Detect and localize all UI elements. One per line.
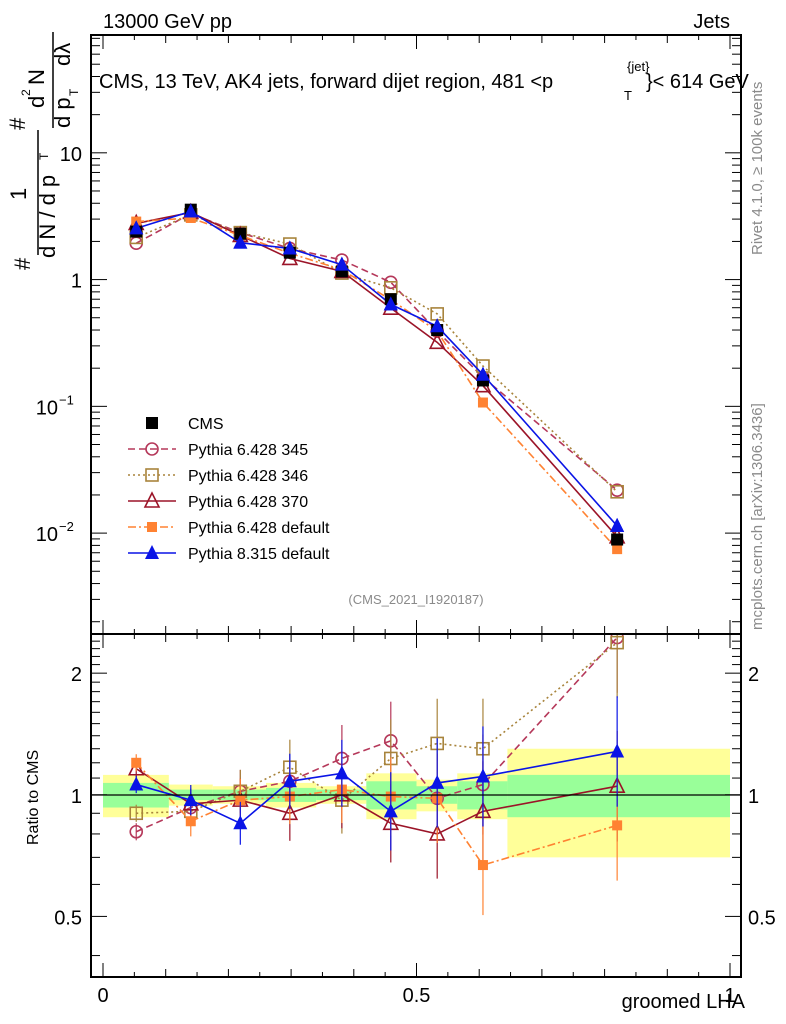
point-ratio-0-0 bbox=[129, 824, 144, 839]
y-tick-label-ratio: 2 bbox=[71, 664, 82, 686]
y-tick-label-ratio-right: 0.5 bbox=[748, 907, 776, 929]
svg-text:d p: d p bbox=[50, 97, 75, 128]
y-axis-label-main: # 1 d N / d p T # d 2 N d p T dλ bbox=[5, 32, 81, 270]
legend-label-0: CMS bbox=[188, 416, 224, 433]
svg-text:#: # bbox=[10, 257, 35, 270]
title-main: CMS, 13 TeV, AK4 jets, forward dijet reg… bbox=[99, 71, 553, 93]
point-ratio-4-0 bbox=[129, 776, 144, 791]
point-ratio-4-5 bbox=[383, 803, 398, 818]
plot-title: CMS, 13 TeV, AK4 jets, forward dijet reg… bbox=[99, 59, 750, 103]
point-ratio-4-4 bbox=[334, 765, 349, 780]
svg-text:2: 2 bbox=[19, 89, 33, 96]
svg-text:1: 1 bbox=[6, 188, 31, 200]
svg-text:#: # bbox=[5, 117, 30, 130]
y-tick-exp-main: −2 bbox=[59, 519, 74, 534]
legend-label-4: Pythia 6.428 default bbox=[188, 520, 330, 537]
point-ratio-3-1 bbox=[185, 816, 196, 827]
y-tick-exp-main: −1 bbox=[59, 392, 74, 407]
point-ratio-4-6 bbox=[430, 774, 445, 789]
point-ratio-4-3 bbox=[282, 773, 297, 788]
point-main-3-7 bbox=[477, 397, 488, 408]
point-ratio-3-7 bbox=[477, 860, 488, 871]
y-axis-label-ratio: Ratio to CMS bbox=[25, 750, 42, 845]
y-tick-label-main: 10 bbox=[36, 524, 58, 546]
point-main-top-7 bbox=[475, 366, 490, 381]
y-tick-label-main: 10 bbox=[60, 144, 82, 166]
legend-label-1: Pythia 6.428 345 bbox=[188, 442, 308, 459]
point-ratio-4-1 bbox=[183, 792, 198, 807]
svg-text:T: T bbox=[67, 88, 81, 96]
y-tick-label-main: 1 bbox=[71, 271, 82, 293]
svg-text:T: T bbox=[37, 152, 51, 160]
x-tick-label: 1 bbox=[724, 985, 735, 1007]
legend-marker-4 bbox=[147, 522, 157, 532]
point-main-2-6 bbox=[428, 332, 446, 350]
point-main-top-5 bbox=[383, 296, 398, 311]
point-main-top-6 bbox=[430, 318, 445, 333]
y-tick-label-ratio: 0.5 bbox=[54, 907, 82, 929]
point-main-top-3 bbox=[282, 240, 297, 255]
x-axis-label: groomed LHA bbox=[622, 991, 746, 1013]
point-main-top-4 bbox=[334, 256, 349, 271]
svg-text:d N / d p: d N / d p bbox=[35, 175, 60, 258]
point-main-top-0 bbox=[129, 220, 144, 235]
series-line-main-2 bbox=[136, 211, 618, 538]
point-main-top-2 bbox=[233, 234, 248, 249]
legend-label-3: Pythia 6.428 370 bbox=[188, 494, 308, 511]
legend-label-5: Pythia 8.315 default bbox=[188, 546, 330, 563]
legend-marker-2 bbox=[145, 468, 159, 482]
title-sub: T bbox=[624, 88, 632, 103]
main-frame bbox=[90, 34, 742, 635]
legend-marker-3 bbox=[143, 491, 161, 508]
point-ratio-4-2 bbox=[233, 815, 248, 830]
point-ratio-1-0 bbox=[129, 806, 144, 821]
title-tail: }< 614 GeV bbox=[646, 71, 750, 93]
analysis-id: (CMS_2021_I1920187) bbox=[348, 592, 483, 607]
header-left: 13000 GeV pp bbox=[103, 11, 232, 33]
point-ratio-4-8 bbox=[610, 743, 625, 758]
x-tick-label: 0.5 bbox=[403, 985, 431, 1007]
x-tick-label: 0 bbox=[97, 985, 108, 1007]
mcplots-label: mcplots.cern.ch [arXiv:1306.3436] bbox=[749, 403, 766, 630]
y-tick-label-ratio-right: 2 bbox=[748, 664, 759, 686]
ratio-panel-marks bbox=[127, 635, 626, 916]
point-main-3-1 bbox=[185, 212, 196, 223]
point-ratio-3-8 bbox=[612, 820, 623, 831]
legend: CMS Pythia 6.428 345 Pythia 6.428 346 Pythi… bbox=[128, 416, 330, 563]
header-right: Jets bbox=[693, 11, 730, 33]
legend-marker-0 bbox=[146, 417, 158, 429]
legend-marker-5 bbox=[145, 545, 159, 559]
point-ratio-3-0 bbox=[131, 757, 142, 768]
legend-marker-1 bbox=[145, 442, 159, 456]
main-panel-marks bbox=[127, 202, 626, 555]
point-ratio-3-2 bbox=[235, 795, 246, 806]
cms-point-8 bbox=[611, 533, 624, 546]
point-main-top-1 bbox=[183, 203, 198, 218]
point-main-3-8 bbox=[612, 544, 623, 555]
y-tick-label-ratio-right: 1 bbox=[748, 786, 759, 808]
point-main-1-8 bbox=[610, 484, 624, 499]
y-tick-label-main: 10 bbox=[36, 397, 58, 419]
rivet-label: Rivet 4.1.0, ≥ 100k events bbox=[749, 82, 766, 255]
svg-text:dλ: dλ bbox=[50, 43, 75, 66]
point-main-top-8 bbox=[610, 517, 625, 532]
point-ratio-4-7 bbox=[475, 768, 490, 783]
title-sup: {jet} bbox=[627, 59, 650, 74]
point-ratio-1-8 bbox=[610, 635, 624, 650]
legend-label-2: Pythia 6.428 346 bbox=[188, 468, 308, 485]
svg-text:N: N bbox=[24, 69, 49, 85]
y-tick-label-ratio: 1 bbox=[71, 786, 82, 808]
cms-point-2 bbox=[234, 227, 247, 240]
svg-text:d: d bbox=[24, 96, 49, 108]
svg-text:CMS, 13 TeV, AK4 jets, forward: CMS, 13 TeV, AK4 jets, forward dijet reg… bbox=[99, 71, 553, 93]
